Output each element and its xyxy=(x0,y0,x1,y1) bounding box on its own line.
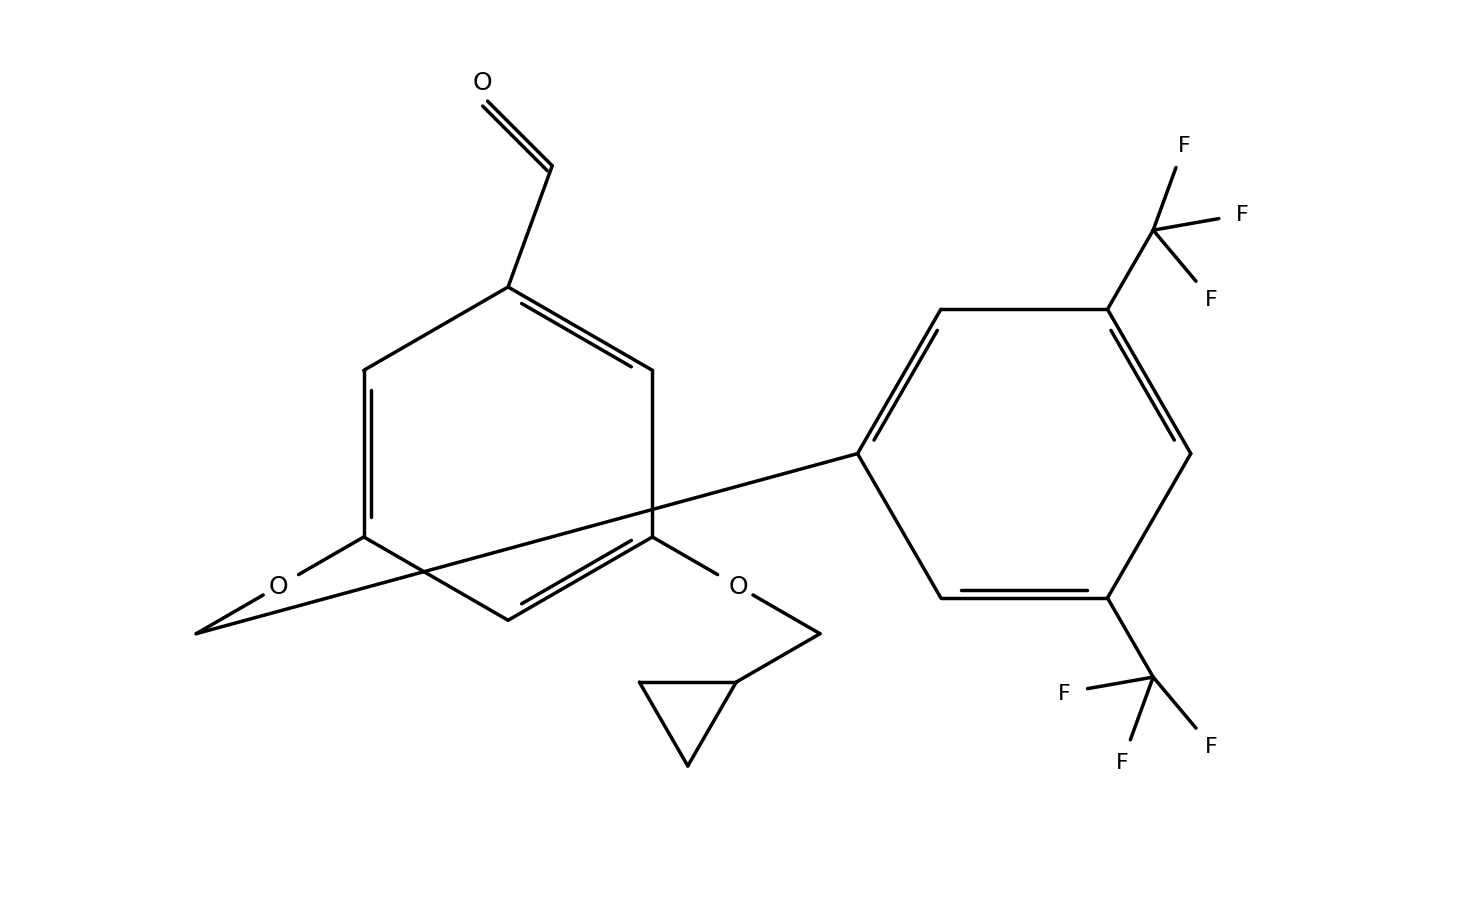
Text: F: F xyxy=(1116,752,1129,772)
Text: O: O xyxy=(728,574,747,599)
Text: F: F xyxy=(1236,205,1249,225)
Text: O: O xyxy=(268,574,288,599)
Text: F: F xyxy=(1058,683,1071,703)
Text: F: F xyxy=(1205,736,1218,756)
Text: O: O xyxy=(472,71,492,95)
Text: F: F xyxy=(1205,290,1218,310)
Text: F: F xyxy=(1177,136,1190,156)
